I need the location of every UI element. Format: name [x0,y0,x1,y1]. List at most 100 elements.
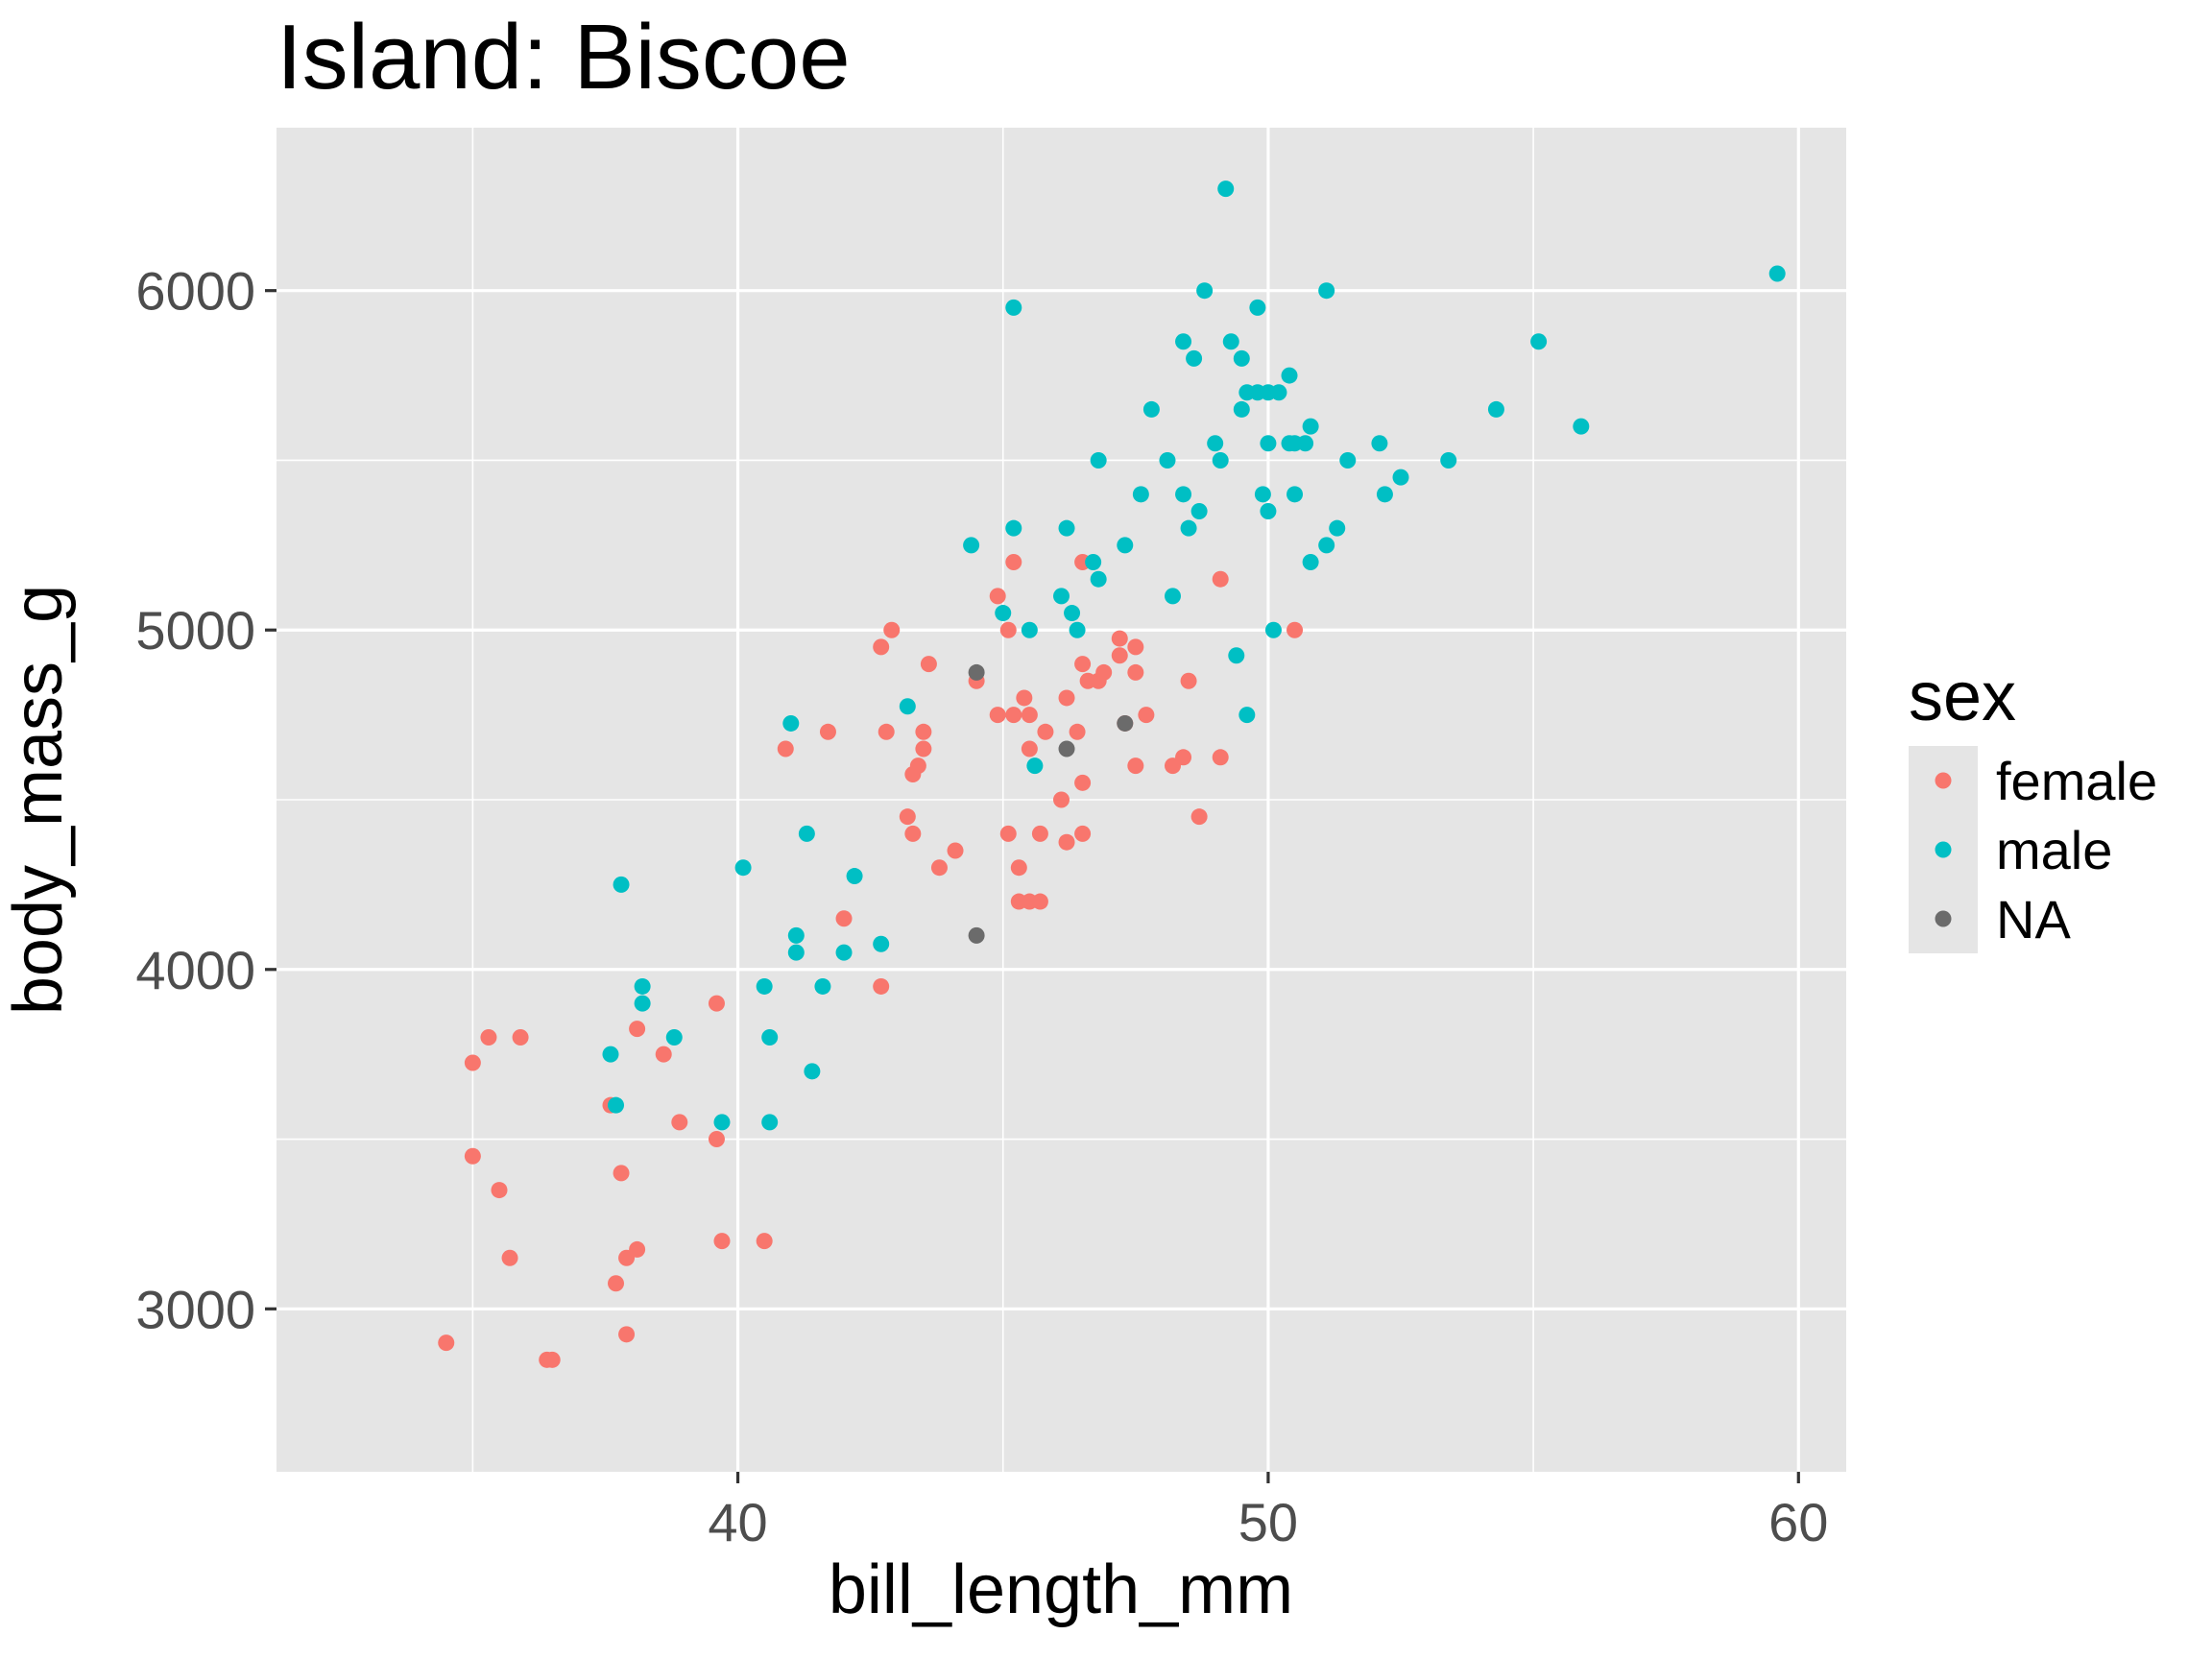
legend-key-na [1935,910,1952,927]
point-female [1053,791,1070,808]
point-female [1074,825,1092,842]
point-female [1138,707,1155,724]
point-male [1090,451,1107,469]
point-na [1058,740,1075,757]
point-female [999,825,1017,842]
point-male [608,1096,625,1114]
point-female [1037,723,1054,740]
point-na [968,926,985,944]
legend-key-male [1935,841,1952,858]
y-tick-label: 3000 [135,1279,255,1339]
point-female [999,621,1017,638]
point-male [1164,588,1181,605]
point-female [1111,630,1128,647]
point-female [1005,707,1022,724]
point-female [947,842,964,859]
data-points [438,180,1786,1368]
point-female [930,859,948,877]
y-tick-label: 5000 [135,600,255,661]
point-female [920,656,937,673]
point-female [873,638,890,656]
point-male [1270,384,1287,401]
point-female [1212,570,1229,588]
point-female [1058,689,1075,707]
point-female [819,723,836,740]
point-female [1031,893,1048,910]
point-male [1180,519,1197,537]
y-axis-title: body_mass_g [0,585,77,1015]
point-male [899,698,916,715]
point-male [1064,605,1081,622]
point-male [1117,537,1134,554]
point-female [671,1114,688,1131]
point-male [1530,333,1548,350]
point-male [1026,757,1044,775]
point-male [1440,451,1457,469]
point-na [968,663,985,681]
point-male [1142,400,1160,418]
point-female [543,1351,561,1368]
point-female [1127,663,1144,681]
legend-label-female: female [1996,751,2157,811]
point-female [501,1249,518,1266]
legend-title: sex [1909,659,2016,735]
point-male [1132,486,1149,503]
point-male [1196,282,1214,300]
point-male [846,868,863,885]
point-male [1260,435,1277,452]
point-na [1117,714,1134,732]
point-female [1069,723,1086,740]
point-male [995,605,1012,622]
point-female [835,910,853,927]
point-male [1175,333,1192,350]
point-male [1281,367,1298,384]
point-female [1095,663,1113,681]
chart-title: Island: Biscoe [276,6,851,108]
point-female [909,757,926,775]
point-male [1217,180,1235,198]
point-male [613,876,630,893]
point-male [761,1114,779,1131]
major-gridlines [276,128,1846,1472]
point-male [1228,647,1245,664]
legend-label-na: NA [1996,889,2071,950]
point-female [1074,656,1092,673]
point-female [873,977,890,995]
point-female [1021,740,1038,757]
point-female [613,1165,630,1182]
point-female [777,740,794,757]
point-male [634,995,651,1012]
point-male [1264,621,1282,638]
point-male [804,1063,821,1080]
point-male [1286,486,1304,503]
x-axis: 40 50 60 [708,1472,1828,1552]
point-female [1074,774,1092,791]
point-male [1021,621,1038,638]
legend-label-male: male [1996,820,2112,880]
point-male [1339,451,1357,469]
point-female [1286,621,1304,638]
point-male [835,944,853,961]
point-male [787,926,805,944]
point-female [1021,707,1038,724]
point-male [734,859,752,877]
point-female [989,707,1006,724]
point-female [464,1054,481,1071]
point-male [1053,588,1070,605]
point-male [1090,570,1107,588]
point-male [1318,282,1335,300]
point-female [655,1046,672,1063]
point-female [883,621,901,638]
point-female [989,588,1006,605]
point-female [1175,749,1192,766]
point-male [1260,502,1277,519]
point-female [756,1233,773,1250]
point-male [1212,451,1229,469]
point-female [899,808,916,826]
point-male [787,944,805,961]
point-female [480,1028,497,1046]
point-male [1058,519,1075,537]
point-female [629,1240,646,1258]
point-male [1254,486,1271,503]
